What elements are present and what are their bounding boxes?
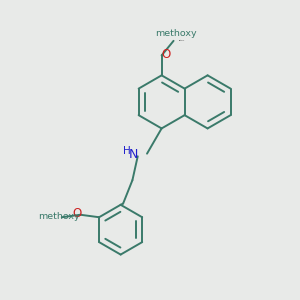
Text: N: N	[129, 148, 138, 161]
Text: methoxy: methoxy	[38, 212, 79, 221]
Text: methoxy: methoxy	[155, 28, 197, 38]
Text: methoxy: methoxy	[179, 40, 185, 41]
Text: O: O	[73, 207, 82, 220]
Text: O: O	[161, 48, 170, 61]
Text: H: H	[123, 146, 130, 156]
